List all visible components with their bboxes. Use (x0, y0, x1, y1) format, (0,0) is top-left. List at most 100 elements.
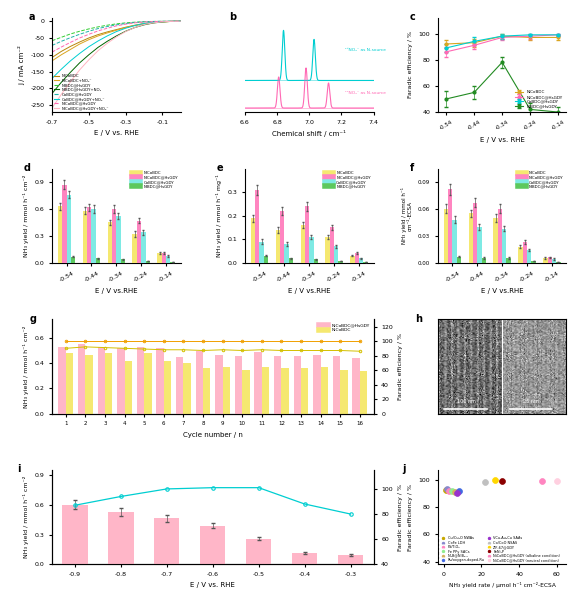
NiBDC@HsGDY+NO₃ (76, 59, 83, 67)
NiCoBDC (168, 18, 175, 25)
NiCoBDC (49, 54, 55, 61)
Bar (325, 237, 330, 263)
NiBDC@HsGDY (58, 34, 65, 41)
X-axis label: E / V vs.RHE: E / V vs.RHE (481, 288, 524, 295)
X-axis label: Cycle number / n: Cycle number / n (183, 432, 243, 438)
Bar (276, 230, 280, 263)
Bar (481, 258, 486, 263)
Bar (309, 237, 314, 263)
CoBDC@HsGDY (86, 28, 92, 35)
NiCoBDC+NO₃⁻ (140, 20, 147, 27)
Bar (552, 259, 556, 263)
NiCoBDC+NO₃⁻ (168, 18, 175, 25)
Text: 100 nm: 100 nm (457, 399, 476, 404)
NiCoBDC@HsGDY+NO₃⁻ (140, 21, 147, 28)
NiBDC@HsGDY+NO₃ (168, 18, 175, 25)
X-axis label: E / V vs. RHE: E / V vs. RHE (94, 130, 139, 136)
Bar (531, 261, 536, 263)
Line: NiBDC@HsGDY+NO₃: NiBDC@HsGDY+NO₃ (52, 21, 180, 93)
NiBDC@HsGDY (49, 37, 55, 45)
Bar (301, 368, 309, 413)
Line: CoBDC@HsGDY+NO₃⁻: CoBDC@HsGDY+NO₃⁻ (52, 21, 180, 78)
Bar (183, 364, 191, 413)
CoBDC@HsGDY+NO₃⁻ (49, 75, 55, 82)
Bar (547, 257, 552, 263)
NiBDC@HsGDY (67, 30, 74, 37)
Bar (58, 206, 62, 263)
NiBDC@HsGDY (122, 19, 129, 26)
Bar (223, 367, 230, 413)
Point (537, 476, 546, 486)
NiCoBDC (140, 20, 147, 27)
Text: ¹⁴NO₃⁻ as N-source: ¹⁴NO₃⁻ as N-source (344, 91, 386, 95)
Y-axis label: Faradic efficiency / %: Faradic efficiency / % (398, 484, 403, 551)
NiCoBDC (122, 24, 129, 31)
CoBDC@HsGDY (140, 18, 147, 26)
Point (441, 485, 450, 495)
Bar (506, 258, 511, 263)
Bar (294, 356, 301, 413)
Bar (457, 257, 461, 263)
NiBDC@HsGDY (159, 18, 166, 25)
Bar (144, 353, 151, 413)
Bar (364, 262, 368, 263)
Bar (301, 225, 305, 263)
CoBDC@HsGDY (159, 18, 166, 25)
X-axis label: E / V vs.RHE: E / V vs.RHE (95, 288, 138, 295)
CoBDC@HsGDY+NO₃⁻ (67, 58, 74, 65)
X-axis label: E / V vs. RHE: E / V vs. RHE (480, 137, 525, 143)
Text: h: h (414, 314, 422, 324)
Point (498, 476, 507, 486)
Bar (280, 211, 284, 263)
CoBDC@HsGDY (113, 21, 120, 29)
NiCoBDC@HsGDY (103, 25, 110, 32)
Bar (164, 361, 171, 413)
Bar (83, 211, 87, 263)
NiBDC@HsGDY (76, 28, 83, 35)
Bar (360, 371, 367, 413)
Bar (246, 539, 271, 564)
Bar (124, 361, 132, 413)
CoBDC@HsGDY+NO₃⁻ (58, 66, 65, 73)
Bar (117, 348, 124, 413)
Legend: Cu/Cu₂O NWAs, CoFe LDH, Pd/TiO₂, Fe PPy SACs, Ni₂B@NiB₂.₂, Ru/oxygen-doped-Ru, V: Cu/Cu₂O NWAs, CoFe LDH, Pd/TiO₂, Fe PPy … (440, 536, 561, 563)
NiCoBDC (58, 48, 65, 55)
Point (553, 476, 562, 486)
Text: c: c (410, 12, 415, 22)
NiCoBDC+NO₃⁻ (67, 46, 74, 53)
Bar (523, 242, 527, 263)
NiCoBDC+NO₃⁻ (122, 24, 129, 31)
NiCoBDC (150, 19, 157, 26)
NiCoBDC (113, 26, 120, 33)
Y-axis label: j / mA cm⁻²: j / mA cm⁻² (18, 45, 25, 85)
NiBDC@HsGDY (113, 20, 120, 27)
Legend: NiCoBDC, NiCoBDC@HsGDY, CoBDC@HsGDY, NiBDC@HsGDY: NiCoBDC, NiCoBDC@HsGDY, CoBDC@HsGDY, NiB… (324, 170, 372, 189)
Point (454, 486, 463, 496)
NiCoBDC (177, 18, 184, 25)
Bar (242, 369, 250, 413)
Bar (333, 356, 340, 413)
Bar (98, 347, 105, 413)
CoBDC@HsGDY (76, 31, 83, 38)
CoBDC@HsGDY (94, 25, 101, 32)
Bar (305, 206, 309, 263)
NiCoBDC@HsGDY+NO₃⁻ (49, 105, 55, 112)
NiCoBDC@HsGDY+NO₃⁻ (103, 40, 110, 47)
Bar (215, 355, 223, 413)
NiBDC@HsGDY+NO₃ (159, 18, 166, 26)
Bar (195, 350, 203, 413)
NiCoBDC+NO₃⁻ (58, 51, 65, 58)
NiCoBDC+NO₃⁻ (103, 29, 110, 36)
NiCoBDC@HsGDY+NO₃⁻ (122, 28, 129, 35)
CoBDC@HsGDY+NO₃⁻ (177, 18, 184, 25)
Y-axis label: Faradic efficiency / %: Faradic efficiency / % (398, 333, 403, 400)
Text: 25 nm: 25 nm (523, 399, 538, 404)
NiCoBDC@HsGDY (150, 18, 157, 25)
NiCoBDC@HsGDY (49, 49, 55, 56)
Bar (527, 250, 531, 263)
Y-axis label: NH₃ yield / mmol h⁻¹
cm⁻²-ECSA: NH₃ yield / mmol h⁻¹ cm⁻²-ECSA (401, 187, 412, 244)
CoBDC@HsGDY+NO₃⁻ (131, 22, 138, 29)
NiBDC@HsGDY+NO₃ (67, 69, 74, 76)
Point (490, 475, 499, 484)
Bar (141, 232, 146, 263)
